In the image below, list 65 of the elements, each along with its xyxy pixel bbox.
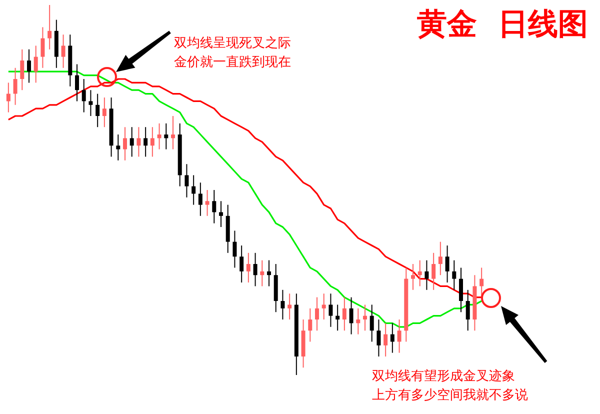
candlestick [280,289,285,320]
candlestick [445,245,450,283]
candlestick [315,296,319,332]
candlestick [27,48,31,84]
candlestick [232,230,237,268]
candlestick [184,164,189,198]
candlestick [6,82,10,113]
candlestick [157,122,162,150]
annotation: 双均线呈现死叉之际 [174,35,291,53]
candlestick [328,293,333,328]
candlestick [253,252,258,287]
candlestick [370,304,374,342]
candlestick [20,48,24,91]
candlestick [88,90,93,116]
candlestick [466,289,470,332]
candlestick [205,190,210,216]
candlestick [480,267,484,298]
candlestick [219,200,223,228]
chart-title: 黄金 日线图 [417,6,588,44]
candlestick [34,45,38,84]
candlestick [212,190,216,224]
candlestick [13,67,18,106]
candlestick [192,174,196,206]
text: 上方有多少空间我就不多说 [372,387,528,405]
candlestick [452,260,456,290]
candlestick [336,304,340,332]
candlestick [438,241,442,276]
candlestick [150,126,154,158]
candlestick [123,126,127,161]
candlestick [144,126,148,158]
candlestick [390,322,394,354]
candlestick [246,252,250,283]
candlestick [397,319,402,354]
candlestick [260,260,264,287]
candlestick [96,93,100,128]
candlestick [130,126,134,158]
candlestick [322,293,326,320]
candlestick [363,304,367,332]
candlestick [40,26,45,68]
candlestick [136,126,141,158]
candlestick [61,34,66,68]
annotation: 双均线有望形成金叉迹象 [372,368,515,386]
candlestick [459,267,463,313]
candlestick [75,64,79,102]
candlestick [288,293,292,320]
candlestick [424,260,429,290]
candlestick [308,308,312,342]
candlestick [432,252,436,290]
candlestick [164,122,168,150]
candlestick [82,78,86,113]
candlestick [356,308,360,335]
candlestick [240,245,244,283]
candlestick [267,260,271,287]
candlestick [198,182,202,216]
annotation: 金价就一直跌到现在 [174,54,291,72]
candlestick [102,97,106,128]
candlestick [418,260,422,287]
candlestick [376,319,381,357]
candlestick [116,134,120,161]
candlestick [171,116,175,150]
candlestick [411,264,415,290]
candlestick [48,4,52,50]
candlestick [349,296,354,335]
candlestick [342,296,346,332]
candlestick [384,322,388,357]
